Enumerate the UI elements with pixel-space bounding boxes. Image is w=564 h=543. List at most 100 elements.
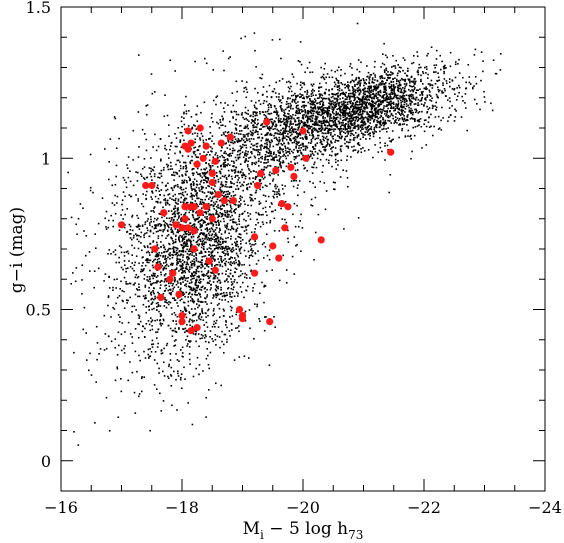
background-point [290, 117, 293, 119]
background-point [141, 269, 144, 272]
background-point [298, 180, 301, 182]
background-point [193, 275, 195, 277]
background-point [250, 269, 253, 272]
background-point [346, 103, 349, 106]
background-point [221, 340, 223, 343]
background-point [423, 130, 426, 133]
background-point [199, 226, 202, 229]
background-point [399, 124, 402, 126]
background-point [448, 78, 451, 80]
background-point [377, 117, 379, 120]
background-point [357, 113, 360, 115]
background-point [205, 416, 207, 418]
background-point [209, 168, 212, 170]
background-point [350, 132, 352, 135]
background-point [230, 261, 232, 263]
background-point [163, 223, 166, 226]
background-point [289, 128, 291, 130]
background-point [234, 171, 237, 173]
background-point [347, 115, 350, 117]
background-point [370, 102, 372, 105]
background-point [375, 101, 378, 103]
background-point [312, 127, 314, 130]
background-point [195, 279, 197, 281]
background-point [331, 147, 333, 149]
background-point [254, 122, 256, 124]
background-point [312, 83, 315, 85]
background-point [383, 94, 386, 96]
background-point [311, 114, 314, 117]
background-point [412, 89, 414, 92]
background-point [400, 109, 403, 111]
background-point [372, 88, 375, 91]
background-point [448, 107, 451, 109]
background-point [232, 142, 235, 145]
background-point [191, 254, 193, 256]
background-point [230, 251, 233, 253]
background-point [409, 80, 411, 82]
background-point [172, 221, 174, 223]
background-point [223, 294, 226, 297]
background-point [134, 328, 137, 330]
background-point [315, 116, 317, 118]
background-point [437, 76, 440, 79]
background-point [359, 138, 362, 140]
background-point [216, 242, 219, 244]
background-point [269, 118, 272, 121]
background-point [284, 132, 286, 134]
background-point [195, 254, 198, 256]
background-point [264, 176, 266, 179]
background-point [150, 157, 152, 159]
background-point [203, 168, 205, 170]
background-point [230, 227, 233, 229]
background-point [464, 93, 467, 95]
background-point [367, 118, 370, 120]
background-point [310, 112, 313, 115]
background-point [410, 117, 413, 119]
background-point [219, 177, 222, 179]
background-point [384, 83, 386, 85]
background-point [326, 111, 328, 114]
background-point [189, 261, 192, 264]
background-point [131, 371, 134, 374]
background-point [407, 119, 409, 122]
background-point [229, 295, 231, 298]
background-point [289, 152, 291, 155]
background-point [165, 299, 168, 301]
background-point [215, 344, 217, 346]
background-point [300, 153, 303, 155]
background-point [294, 92, 296, 95]
background-point [250, 249, 252, 251]
background-point [420, 91, 423, 93]
background-point [357, 124, 359, 126]
background-point [189, 291, 191, 294]
background-point [386, 104, 388, 106]
background-point [415, 111, 417, 114]
background-point [194, 150, 196, 153]
background-point [297, 194, 299, 197]
background-point [218, 243, 220, 245]
background-point [390, 102, 393, 105]
background-point [156, 184, 159, 187]
background-point [483, 90, 485, 93]
background-point [321, 135, 324, 138]
background-point [360, 151, 363, 153]
background-point [368, 132, 371, 135]
background-point [256, 114, 258, 117]
background-point [304, 116, 307, 118]
background-point [392, 102, 394, 105]
background-point [195, 333, 197, 335]
background-point [219, 188, 221, 191]
background-point [378, 105, 380, 107]
background-point [192, 301, 195, 304]
background-point [156, 346, 159, 348]
background-point [327, 129, 330, 132]
background-point [335, 123, 337, 126]
background-point [321, 113, 324, 115]
background-point [230, 206, 232, 208]
background-point [274, 165, 276, 168]
background-point [400, 66, 402, 69]
background-point [153, 298, 155, 301]
background-point [201, 310, 203, 312]
background-point [352, 117, 354, 120]
